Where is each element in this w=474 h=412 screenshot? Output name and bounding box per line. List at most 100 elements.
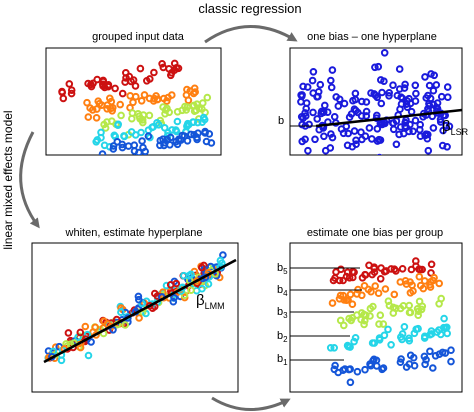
data-point [435, 300, 443, 308]
data-point [168, 126, 176, 134]
data-point [378, 365, 386, 374]
data-point [357, 112, 366, 120]
data-point [88, 106, 97, 114]
data-point [426, 283, 435, 291]
data-point [328, 66, 337, 74]
data-point [173, 117, 182, 126]
data-point [427, 327, 436, 335]
data-point [57, 356, 66, 365]
data-point [405, 127, 413, 136]
data-point [369, 302, 377, 311]
data-point [67, 89, 76, 98]
data-point [411, 81, 420, 90]
data-point [330, 344, 339, 352]
bias-lines [290, 267, 362, 361]
data-point [94, 97, 102, 105]
data-point [416, 125, 424, 134]
data-point [409, 287, 417, 295]
data-point [406, 308, 415, 317]
data-point [374, 289, 383, 298]
data-point [67, 86, 76, 94]
data-point [396, 304, 405, 313]
data-point [361, 365, 369, 374]
data-point [310, 159, 316, 165]
hyperplane-lsr [315, 108, 463, 128]
data-point [444, 93, 452, 101]
panel-one-bias: one bias – one hyperplane b βLSR [278, 31, 469, 165]
data-point [106, 104, 115, 113]
data-point [425, 81, 434, 90]
data-point [406, 278, 414, 286]
data-point [109, 326, 117, 334]
data-point [429, 364, 437, 372]
data-point [415, 265, 423, 274]
data-point [299, 82, 307, 91]
top-arrow-label: classic regression [198, 1, 301, 16]
data-point [437, 330, 445, 339]
data-point [336, 291, 345, 300]
data-point [432, 81, 441, 89]
data-point [426, 330, 434, 339]
data-point [340, 321, 348, 330]
data-point [81, 322, 90, 331]
data-point [104, 81, 113, 89]
data-point [111, 84, 119, 93]
data-point [327, 83, 336, 92]
data-point [117, 304, 125, 312]
data-point [117, 308, 125, 317]
data-point [98, 150, 107, 155]
data-point [392, 140, 401, 149]
data-point [376, 275, 385, 283]
data-point [137, 97, 146, 105]
data-point [331, 361, 339, 370]
data-point [305, 120, 313, 129]
data-point [168, 91, 176, 99]
data-point [204, 280, 213, 288]
data-point [141, 147, 149, 155]
data-point [438, 141, 447, 150]
data-point [395, 65, 404, 73]
data-point [387, 341, 395, 349]
data-point [421, 73, 429, 81]
panel-per-group-title: estimate one bias per group [307, 227, 443, 239]
scatter-points [58, 59, 216, 155]
data-point [348, 300, 357, 309]
data-point [169, 297, 178, 306]
data-point [84, 351, 93, 360]
data-point [396, 123, 405, 131]
data-point [352, 106, 360, 115]
data-point [365, 124, 374, 132]
data-point [361, 316, 369, 325]
data-point [429, 86, 438, 95]
data-point [439, 323, 448, 332]
data-point [397, 355, 405, 363]
data-point [413, 305, 422, 313]
data-point [149, 123, 157, 131]
data-point [372, 356, 381, 365]
data-point [440, 314, 448, 323]
data-point [351, 89, 360, 98]
data-point [351, 334, 360, 342]
data-point [122, 74, 130, 82]
data-point [415, 297, 424, 306]
data-point [400, 323, 409, 331]
data-point [358, 135, 366, 144]
data-point [401, 118, 410, 127]
data-point [321, 146, 330, 155]
data-point [138, 137, 146, 145]
data-point [114, 121, 122, 129]
data-point [405, 301, 414, 310]
data-point [334, 102, 343, 110]
data-point [345, 113, 354, 121]
data-point [375, 334, 384, 342]
data-point [187, 270, 195, 279]
data-point [397, 100, 406, 108]
data-point [166, 281, 175, 289]
data-point [447, 357, 455, 366]
data-point [358, 291, 366, 300]
data-point [344, 129, 353, 138]
data-point [364, 285, 373, 294]
data-point [183, 122, 191, 131]
data-point [385, 301, 394, 310]
data-point [357, 128, 365, 136]
